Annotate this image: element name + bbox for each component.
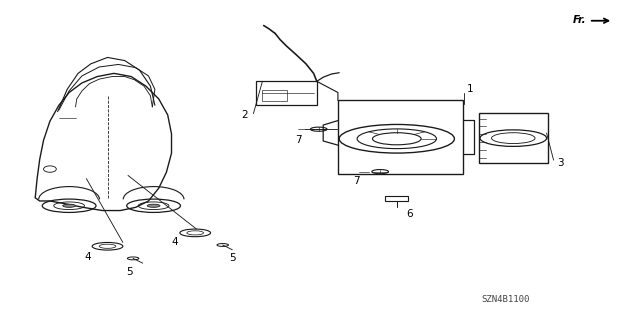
- FancyBboxPatch shape: [338, 100, 463, 174]
- Ellipse shape: [147, 204, 160, 207]
- Text: 4: 4: [84, 252, 91, 262]
- Text: 5: 5: [229, 253, 236, 263]
- Text: SZN4B1100: SZN4B1100: [481, 295, 530, 304]
- Text: 5: 5: [127, 267, 133, 277]
- Ellipse shape: [180, 229, 211, 237]
- Ellipse shape: [372, 170, 388, 174]
- Text: Fr.: Fr.: [573, 15, 586, 25]
- Text: 3: 3: [557, 158, 563, 168]
- FancyBboxPatch shape: [256, 81, 317, 105]
- Text: 6: 6: [406, 209, 413, 219]
- Ellipse shape: [217, 244, 228, 246]
- Ellipse shape: [92, 242, 123, 250]
- Ellipse shape: [63, 204, 76, 207]
- Ellipse shape: [127, 257, 139, 260]
- Ellipse shape: [310, 127, 327, 131]
- Text: 2: 2: [242, 110, 248, 121]
- Bar: [262, 90, 287, 101]
- Polygon shape: [35, 73, 172, 211]
- Text: 7: 7: [296, 135, 302, 145]
- Text: 4: 4: [172, 237, 178, 248]
- Text: 1: 1: [467, 84, 474, 94]
- FancyBboxPatch shape: [479, 113, 548, 163]
- Text: 7: 7: [353, 176, 360, 186]
